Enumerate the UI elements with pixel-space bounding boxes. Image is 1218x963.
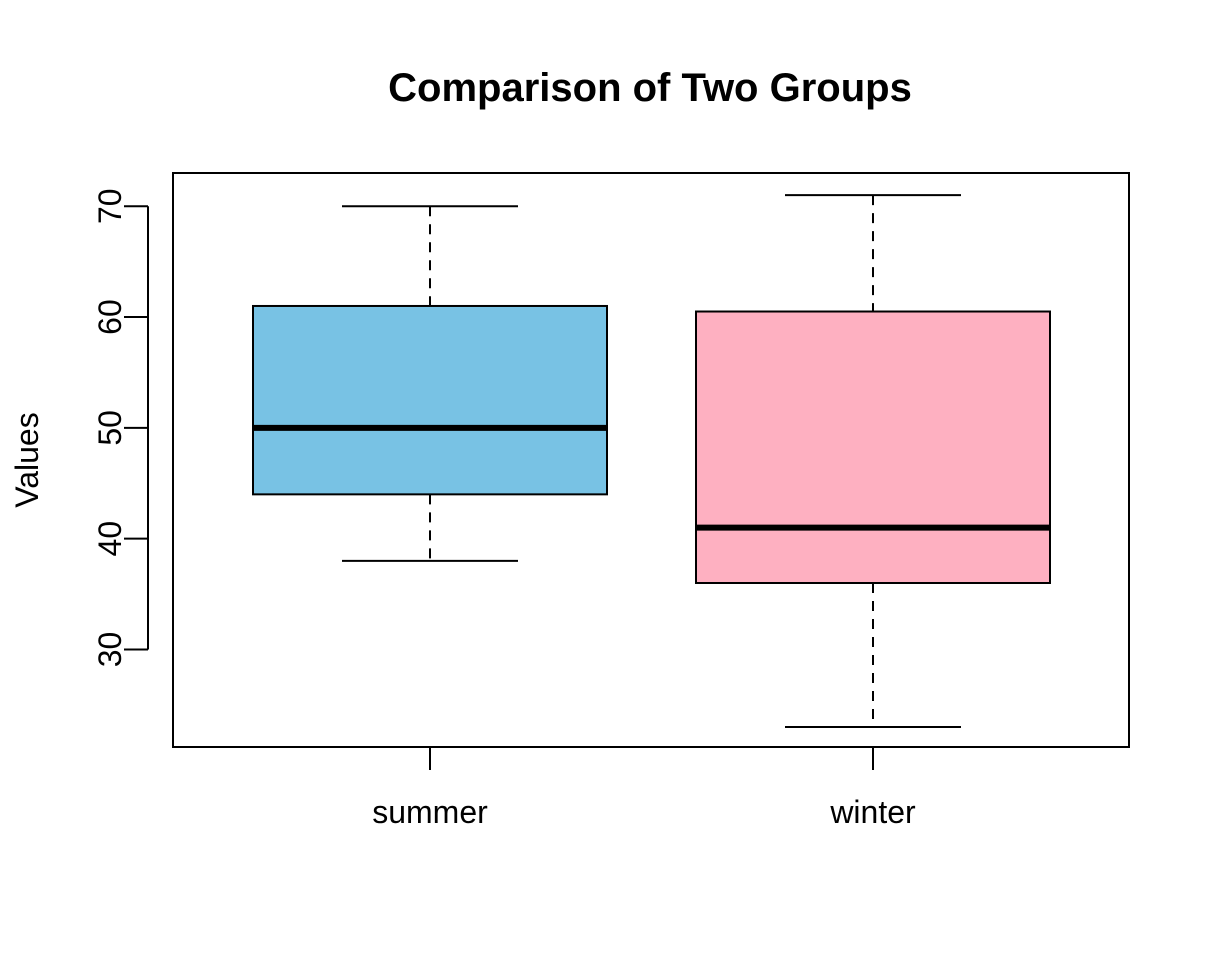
- box-group: [252, 194, 1051, 729]
- y-axis: 30 40 50 60 70: [92, 188, 149, 668]
- box-iqr: [695, 310, 1051, 584]
- box-summer: [252, 205, 608, 562]
- x-axis: summer winter: [372, 747, 916, 830]
- y-tick-label: 30: [92, 632, 128, 668]
- y-tick-label: 50: [92, 410, 128, 446]
- plot-frame: [172, 172, 1130, 748]
- y-tick-label: 70: [92, 188, 128, 224]
- y-tick-label: 40: [92, 521, 128, 557]
- y-tick-label: 60: [92, 299, 128, 335]
- box-winter: [695, 194, 1051, 729]
- y-axis-label: Values: [9, 412, 45, 507]
- x-tick-label-summer: summer: [372, 794, 488, 830]
- chart-title: Comparison of Two Groups: [388, 66, 912, 110]
- box-iqr: [252, 304, 608, 496]
- x-tick-label-winter: winter: [829, 794, 916, 830]
